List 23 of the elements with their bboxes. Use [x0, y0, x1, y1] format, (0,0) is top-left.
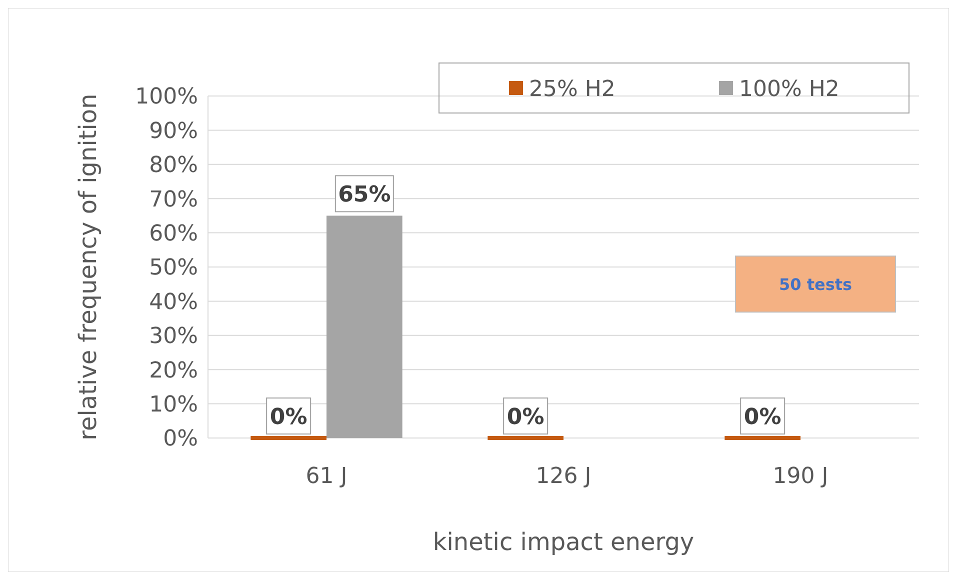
legend-label: 100% H2	[739, 77, 840, 102]
annotation: 50 tests	[778, 275, 852, 294]
y-tick-label: 50%	[149, 256, 198, 281]
x-axis-title: kinetic impact energy	[432, 528, 694, 556]
data-label: 65%	[338, 182, 391, 208]
x-tick-label: 126 J	[536, 464, 592, 489]
y-tick-label: 90%	[149, 118, 198, 144]
data-label: 0%	[744, 405, 782, 430]
data-label: 0%	[270, 405, 308, 430]
y-tick-label: 10%	[149, 392, 198, 418]
y-tick-label: 100%	[135, 84, 198, 110]
legend-label: 25% H2	[529, 77, 616, 102]
x-tick-label: 190 J	[772, 464, 828, 489]
y-tick-label: 70%	[149, 187, 198, 212]
x-tick-label: 61 J	[306, 464, 348, 489]
y-tick-label: 60%	[149, 222, 198, 246]
y-tick-label: 20%	[149, 358, 198, 384]
y-tick-label: 40%	[149, 290, 198, 315]
y-axis-title: relative frequency of ignition	[74, 94, 102, 440]
y-tick-label: 0%	[163, 426, 198, 452]
y-tick-label: 80%	[149, 153, 198, 178]
y-tick-label: 30%	[149, 324, 198, 350]
data-label: 0%	[506, 405, 544, 430]
